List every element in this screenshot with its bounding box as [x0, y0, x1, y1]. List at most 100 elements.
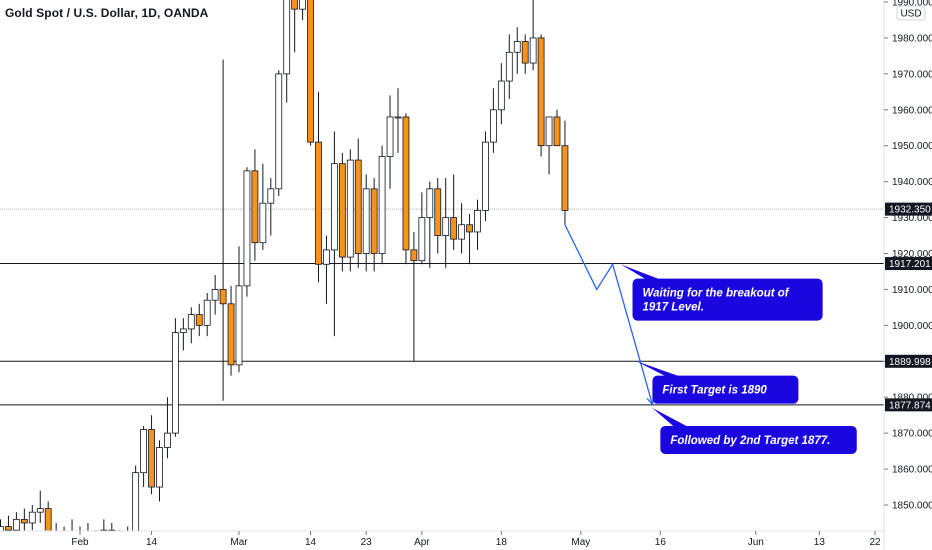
candle[interactable] [283, 0, 291, 103]
chart-title: Gold Spot / U.S. Dollar, 1D, OANDA [5, 6, 209, 20]
candle[interactable] [354, 138, 362, 268]
candle[interactable] [85, 522, 91, 550]
candle[interactable] [93, 530, 99, 550]
candle[interactable] [330, 131, 338, 337]
candle[interactable] [378, 145, 386, 265]
y-tick-label: 1960.000 [892, 105, 932, 116]
candle[interactable] [108, 522, 116, 548]
candle[interactable] [394, 88, 402, 153]
candle[interactable] [12, 512, 20, 541]
candle[interactable] [291, 0, 299, 53]
candle[interactable] [442, 178, 450, 268]
candle[interactable] [117, 530, 123, 550]
candle[interactable] [179, 318, 187, 351]
candle[interactable] [243, 167, 251, 297]
candle[interactable] [370, 178, 378, 272]
candle[interactable] [219, 59, 227, 401]
candle[interactable] [156, 440, 163, 502]
y-tick-label: 1850.000 [892, 501, 932, 512]
candle[interactable] [482, 131, 489, 222]
candle[interactable] [148, 415, 155, 495]
candle[interactable] [267, 178, 275, 236]
candle[interactable] [505, 34, 513, 100]
candle[interactable] [489, 88, 497, 153]
candle[interactable] [28, 505, 36, 531]
candle[interactable] [323, 235, 330, 304]
current-price-tag[interactable]: 1932.350 [885, 202, 932, 216]
level-price-tag-text: 1917.201 [889, 259, 931, 270]
candle[interactable] [346, 149, 354, 272]
candle[interactable] [36, 490, 44, 523]
y-tick-label: 1950.000 [892, 141, 932, 152]
callout[interactable]: Followed by 2nd Target 1877. [652, 407, 857, 454]
candle[interactable] [545, 116, 553, 175]
candle[interactable] [410, 231, 418, 362]
candle[interactable] [203, 293, 211, 337]
candle[interactable] [125, 526, 131, 550]
candle[interactable] [251, 149, 259, 261]
level-price-tag[interactable]: 1877.874 [885, 398, 932, 412]
candle[interactable] [315, 91, 322, 283]
plot-area[interactable]: Waiting for the breakout of 1917 Level. Fi… [0, 0, 884, 550]
level-price-tag[interactable]: 1917.201 [885, 257, 932, 271]
candle[interactable] [418, 192, 426, 265]
candle[interactable] [529, 0, 537, 71]
candle[interactable] [164, 397, 171, 459]
candle[interactable] [275, 70, 283, 197]
callout[interactable]: Waiting for the breakout of 1917 Level. [620, 264, 823, 321]
candle[interactable] [20, 508, 28, 534]
candle[interactable] [553, 109, 561, 147]
candle[interactable] [537, 34, 545, 157]
candle[interactable] [5, 515, 12, 538]
candle[interactable] [513, 27, 521, 74]
candle[interactable] [211, 275, 219, 315]
candle[interactable] [386, 95, 394, 189]
x-tick-label: Apr [414, 537, 430, 548]
currency-label: USD [900, 9, 921, 20]
candle[interactable] [362, 174, 370, 272]
candle[interactable] [474, 199, 481, 250]
candle[interactable] [434, 178, 442, 254]
candle[interactable] [450, 174, 458, 250]
candle[interactable] [259, 163, 267, 250]
candle[interactable] [132, 465, 140, 540]
candle[interactable] [140, 425, 148, 488]
candle[interactable] [466, 213, 473, 265]
candle[interactable] [307, 0, 314, 146]
candle[interactable] [235, 246, 243, 373]
currency-badge[interactable]: USD [896, 5, 926, 21]
candle[interactable] [458, 203, 466, 254]
candle[interactable] [521, 34, 529, 74]
candle[interactable] [299, 0, 307, 20]
x-tick-label: Feb [71, 537, 89, 548]
y-tick-label: 1980.000 [892, 33, 932, 44]
callout[interactable]: First Target is 1890 [636, 361, 799, 404]
candle[interactable] [53, 522, 59, 550]
level-price-tag-text: 1877.874 [889, 400, 931, 411]
x-tick-label: 23 [361, 537, 373, 548]
candle[interactable] [44, 501, 52, 548]
candle[interactable] [0, 519, 4, 541]
y-tick-label: 1870.000 [892, 429, 932, 440]
callout-text: Followed by 2nd Target 1877. [670, 435, 830, 447]
y-tick-label: 1920.000 [892, 249, 932, 260]
candle[interactable] [426, 181, 434, 268]
level-price-tag[interactable]: 1889.998 [885, 354, 932, 368]
candle[interactable] [171, 318, 179, 437]
callout-text: First Target is 1890 [662, 385, 767, 397]
projection-path[interactable] [564, 224, 654, 405]
candle[interactable] [61, 526, 67, 550]
candle[interactable] [69, 519, 75, 548]
level-price-tag-text: 1889.998 [889, 357, 931, 368]
x-tick-label: 14 [305, 537, 317, 548]
candle[interactable] [561, 120, 569, 225]
candle[interactable] [187, 307, 195, 344]
candle[interactable] [497, 63, 505, 125]
candle[interactable] [402, 113, 410, 265]
candle[interactable] [100, 519, 108, 550]
candle[interactable] [338, 152, 346, 272]
candle[interactable] [227, 285, 235, 376]
candle[interactable] [195, 303, 203, 337]
